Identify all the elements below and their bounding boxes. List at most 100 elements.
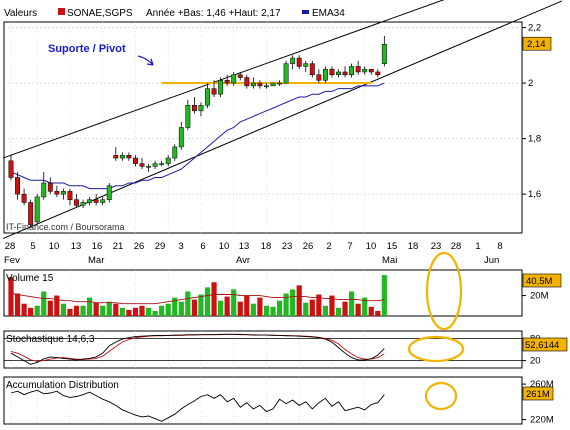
volume-bar (8, 277, 14, 316)
candle-body (205, 88, 210, 106)
volume-bar (198, 294, 204, 316)
candle-body (126, 155, 132, 159)
stochastic-title: Stochastique 14,6,3 (6, 334, 95, 345)
candle-body (185, 105, 191, 128)
volume-bar (80, 305, 86, 316)
volume-bar (172, 297, 178, 316)
x-tick-label: 23 (431, 241, 442, 252)
x-month-label: Mar (88, 255, 104, 266)
candle-body (60, 191, 66, 195)
accumulation-title: Accumulation Distribution (6, 380, 119, 391)
watermark: IT-Finance.com / Boursorama (6, 222, 125, 232)
volume-bar (231, 289, 237, 316)
volume-bar (67, 308, 73, 316)
volume-bar (349, 291, 355, 316)
x-tick-label: 18 (261, 241, 272, 252)
volume-highlight (425, 251, 463, 331)
x-month-label: Jun (484, 255, 499, 266)
candle-body (172, 146, 178, 159)
volume-bar (87, 297, 93, 316)
candle-body (303, 63, 309, 67)
volume-bar (47, 300, 53, 316)
candle-body (211, 88, 217, 95)
candle-body (336, 71, 341, 76)
volume-bar (119, 307, 125, 316)
candle-body (264, 85, 269, 88)
support-annotation-text: Suporte / Pivot (48, 43, 126, 55)
y-tick-label: 2 (528, 78, 533, 89)
candle-body (165, 157, 171, 164)
stochastic-highlight (407, 335, 465, 363)
volume-bar (165, 303, 171, 316)
volume-bar (355, 303, 361, 316)
x-month-label: Mai (382, 255, 397, 266)
volume-bar (362, 297, 368, 316)
volume-bar (152, 310, 158, 316)
volume-bar (303, 302, 309, 316)
stochastic-last-label: 52,6144 (525, 340, 559, 351)
x-month-label: Fev (4, 255, 20, 266)
candle-body (159, 163, 165, 165)
ticker-legend-swatch (58, 8, 65, 15)
candle-body (15, 177, 21, 195)
candle-body (146, 166, 152, 168)
stochastic-k-line (10, 333, 385, 365)
ema-legend-label: EMA34 (312, 8, 345, 19)
x-tick-label: 8 (497, 241, 502, 252)
candle-body (106, 185, 112, 200)
volume-bar (132, 307, 139, 316)
volume-bar (244, 295, 250, 316)
x-axis: 28 5 10 13 16 21 26 29 3 6 10 13 18 23 26 2 7 10 15 18 23 28 1… (4, 241, 503, 266)
x-tick-label: 23 (282, 241, 293, 252)
candle-body (322, 68, 328, 81)
volume-bar (145, 307, 152, 316)
candle-body (139, 163, 145, 167)
x-tick-label: 26 (134, 241, 145, 252)
candle-body (21, 193, 27, 203)
volume-bar (14, 293, 21, 316)
stochastic-panel: 2080Stochastique 14,6,352,6144 (3, 330, 568, 369)
volume-bar (250, 303, 256, 316)
candle-body (368, 68, 374, 73)
candle-body (119, 155, 125, 159)
last-price-label: 2,14 (527, 39, 546, 50)
candle-body (375, 71, 381, 76)
x-tick-label: 10 (49, 241, 60, 252)
chart-header: Valeurs SONAE,SGPS Année +Bas: 1,46 +Hau… (4, 8, 345, 19)
candle-body (54, 191, 60, 195)
x-tick-label: 18 (408, 241, 419, 252)
volume-bar (316, 294, 322, 316)
candle-body (93, 199, 99, 203)
x-tick-label: 7 (347, 241, 352, 252)
volume-bar (375, 310, 381, 316)
candle-body (218, 80, 224, 95)
volume-bar (257, 297, 263, 316)
candle-body (191, 105, 197, 112)
volume-bar (126, 309, 132, 316)
y-tick-label: 20M (530, 291, 549, 302)
candle-body (41, 182, 47, 198)
candle-body (362, 68, 368, 73)
y-tick-label: 2,2 (528, 23, 541, 34)
candle-body (47, 182, 53, 192)
accumulation-last-tag (522, 386, 554, 401)
support-annotation: Suporte / Pivot (48, 43, 154, 66)
candle-body (250, 82, 256, 87)
candle-body (28, 202, 34, 225)
x-tick-label: 28 (451, 241, 462, 252)
candle-body (80, 202, 86, 206)
volume-title: Volume 15 (6, 273, 54, 284)
x-tick-label: 10 (219, 241, 230, 252)
x-tick-label: 5 (30, 241, 35, 252)
candle-body (283, 63, 289, 84)
volume-bar (54, 295, 60, 316)
candle-body (316, 74, 322, 81)
candle-body (152, 163, 158, 167)
x-tick-label: 16 (92, 241, 103, 252)
candle-body (381, 43, 387, 64)
candle-body (349, 66, 355, 75)
candle-body (277, 82, 283, 85)
volume-bar (204, 287, 211, 316)
ema-legend-swatch (302, 10, 309, 14)
